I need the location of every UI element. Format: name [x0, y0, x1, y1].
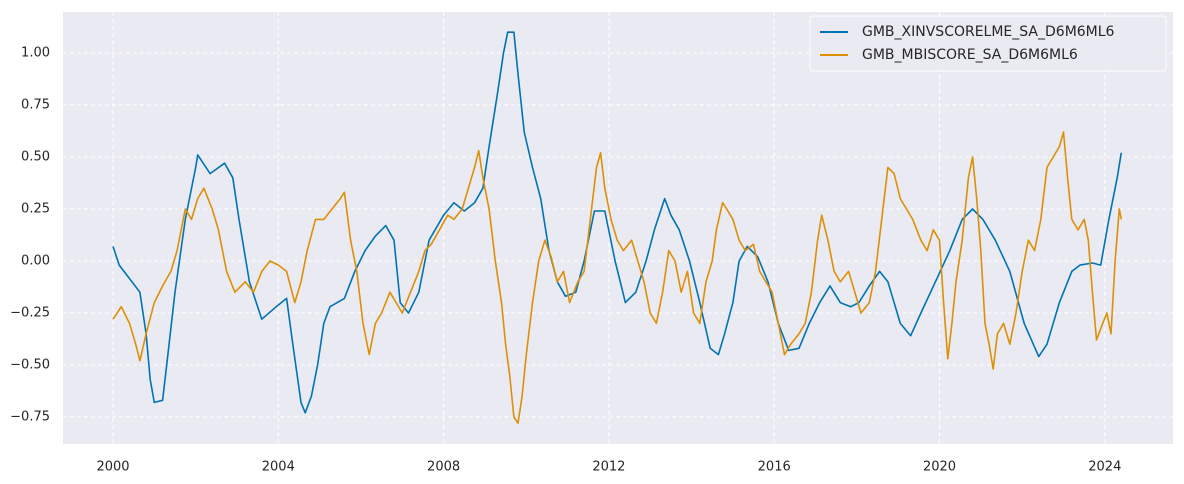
series-line [112, 31, 1123, 414]
legend-box [809, 15, 1167, 72]
y-tick-label: −0.50 [10, 357, 50, 372]
x-tick-label: 2020 [923, 460, 956, 475]
y-tick-label: −0.75 [10, 409, 50, 424]
legend-label: GMB_MBISCORE_SA_D6M6ML6 [862, 47, 1078, 63]
y-tick-label: 0.00 [21, 253, 50, 268]
y-tick-label: −0.25 [10, 305, 50, 320]
y-tick-label: 0.75 [21, 97, 50, 112]
series-line [112, 131, 1123, 424]
y-tick-label: 0.50 [21, 149, 50, 164]
x-tick-label: 2012 [592, 460, 625, 475]
legend-label: GMB_XINVSCORELME_SA_D6M6ML6 [862, 24, 1115, 40]
x-tick-label: 2008 [427, 460, 460, 475]
grid [63, 12, 1173, 444]
legend: GMB_XINVSCORELME_SA_D6M6ML6 GMB_MBISCORE_… [809, 15, 1167, 72]
lines [112, 31, 1123, 424]
plot-area [63, 12, 1173, 444]
x-tick-label: 2024 [1088, 460, 1121, 475]
x-tick-label: 2016 [758, 460, 791, 475]
x-tick-label: 2000 [96, 460, 129, 475]
y-tick-label: 0.25 [21, 201, 50, 216]
y-tick-label: 1.00 [21, 45, 50, 60]
ticks: −0.75 −0.50 −0.25 0.00 0.25 0.50 0.75 1.00 2000 2… [10, 45, 1121, 474]
x-tick-label: 2004 [262, 460, 295, 475]
